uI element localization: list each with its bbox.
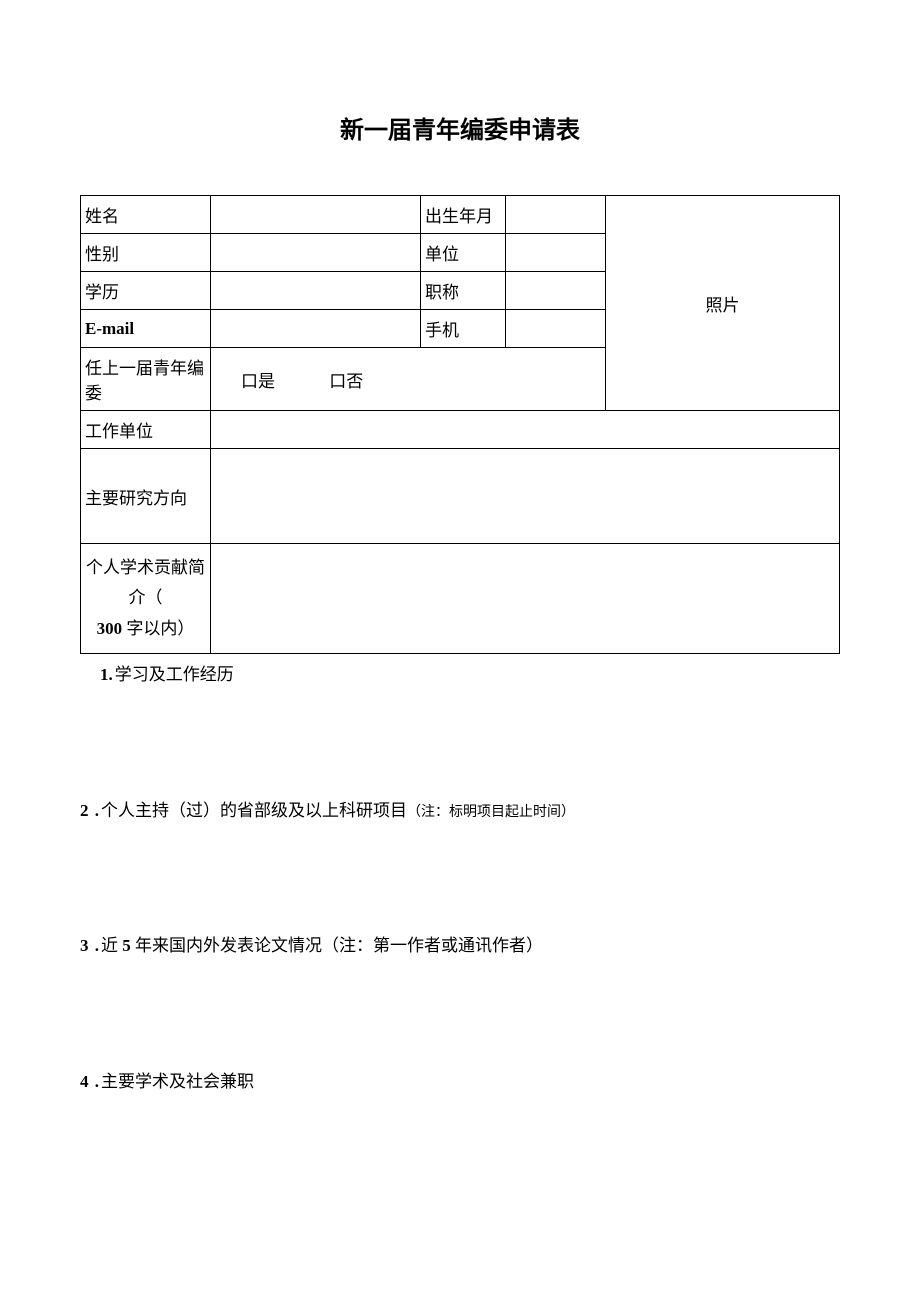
- section-3: 3 .近 5 年来国内外发表论文情况（注：第一作者或通讯作者）: [80, 933, 840, 959]
- photo-cell[interactable]: 照片: [606, 196, 840, 411]
- value-name[interactable]: [211, 196, 421, 234]
- prev-editor-checkboxes: 口是 口否: [211, 348, 606, 411]
- table-row: 工作单位: [81, 411, 840, 449]
- section-3-text: 年来国内外发表论文情况（注：第一作者或通讯作者）: [131, 936, 543, 955]
- label-work-unit: 工作单位: [81, 411, 211, 449]
- application-form-table: 姓名 出生年月 照片 性别 单位 学历 职称 E-mail 手机 任上一届青年编…: [80, 195, 840, 654]
- value-unit[interactable]: [506, 234, 606, 272]
- section-4: 4 .主要学术及社会兼职: [80, 1069, 840, 1095]
- value-jobtitle[interactable]: [506, 272, 606, 310]
- section-2-note: （注：标明项目起止时间）: [407, 805, 575, 820]
- section-3-dot: .: [91, 936, 100, 955]
- label-gender: 性别: [81, 234, 211, 272]
- value-gender[interactable]: [211, 234, 421, 272]
- section-3-bold: 5: [122, 936, 131, 955]
- section-2-dot: .: [91, 801, 100, 820]
- section-2: 2 .个人主持（过）的省部级及以上科研项目（注：标明项目起止时间）: [80, 798, 840, 824]
- section-3-num: 3: [80, 936, 89, 955]
- value-birth[interactable]: [506, 196, 606, 234]
- section-4-text: 主要学术及社会兼职: [101, 1072, 254, 1091]
- value-contribution[interactable]: [211, 544, 840, 654]
- section-1-text: 学习及工作经历: [115, 665, 234, 684]
- value-phone[interactable]: [506, 310, 606, 348]
- label-email: E-mail: [81, 310, 211, 348]
- checkbox-no[interactable]: 口否: [329, 367, 363, 392]
- label-contribution: 个人学术贡献简介（ 300 字以内）: [81, 544, 211, 654]
- label-research: 主要研究方向: [81, 449, 211, 544]
- section-2-num: 2: [80, 801, 89, 820]
- section-1-num: 1.: [100, 665, 113, 684]
- label-jobtitle: 职称: [421, 272, 506, 310]
- section-1: 1.学习及工作经历: [100, 662, 840, 688]
- value-research[interactable]: [211, 449, 840, 544]
- contrib-line2: 300 字以内）: [85, 614, 206, 645]
- label-unit: 单位: [421, 234, 506, 272]
- table-row: 个人学术贡献简介（ 300 字以内）: [81, 544, 840, 654]
- section-3-pre: 近: [101, 936, 122, 955]
- label-phone: 手机: [421, 310, 506, 348]
- checkbox-yes[interactable]: 口是: [241, 367, 275, 392]
- label-prev-editor: 任上一届青年编委: [81, 348, 211, 411]
- table-row: 主要研究方向: [81, 449, 840, 544]
- contrib-300: 300: [97, 619, 123, 638]
- contrib-line1: 个人学术贡献简介（: [85, 553, 206, 614]
- page-title: 新一届青年编委申请表: [80, 110, 840, 145]
- section-4-dot: .: [91, 1072, 100, 1091]
- section-4-num: 4: [80, 1072, 89, 1091]
- value-education[interactable]: [211, 272, 421, 310]
- label-education: 学历: [81, 272, 211, 310]
- value-email[interactable]: [211, 310, 421, 348]
- label-birth: 出生年月: [421, 196, 506, 234]
- section-2-text: 个人主持（过）的省部级及以上科研项目: [101, 801, 407, 820]
- label-name: 姓名: [81, 196, 211, 234]
- sections-list: 1.学习及工作经历 2 .个人主持（过）的省部级及以上科研项目（注：标明项目起止…: [80, 662, 840, 1094]
- value-work-unit[interactable]: [211, 411, 840, 449]
- table-row: 姓名 出生年月 照片: [81, 196, 840, 234]
